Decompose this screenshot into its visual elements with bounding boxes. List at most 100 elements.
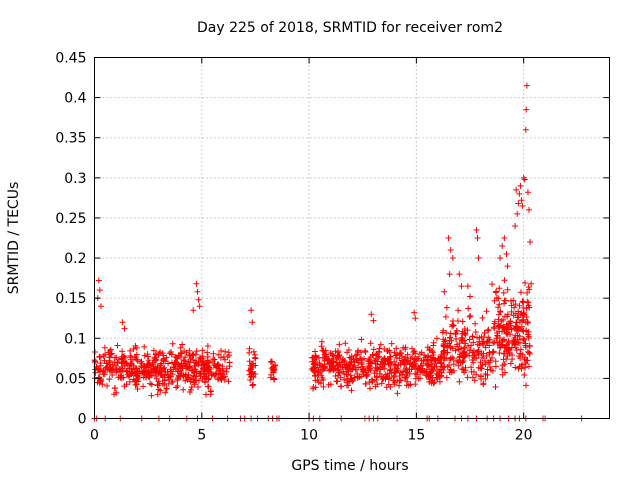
x-tick-labels: 0 5 10 15 20: [90, 428, 533, 444]
data-point: [268, 371, 275, 378]
data-point: [249, 382, 256, 389]
data-point: [311, 365, 318, 372]
data-point: [325, 356, 332, 363]
data-point: [377, 366, 384, 373]
data-point: [441, 355, 448, 362]
data-point: [523, 106, 530, 113]
data-point: [104, 382, 111, 389]
data-point: [349, 376, 356, 383]
data-point: [163, 385, 170, 392]
data-point: [373, 351, 380, 358]
data-point: [390, 373, 397, 380]
data-point: [517, 182, 524, 189]
data-point: [509, 340, 516, 347]
data-point: [397, 377, 404, 384]
data-point: [524, 289, 531, 296]
data-point: [127, 361, 134, 368]
data-point: [504, 313, 511, 320]
data-point: [526, 350, 533, 357]
data-point: [136, 368, 143, 375]
data-point: [466, 336, 473, 343]
data-point: [169, 378, 176, 385]
data-point: [114, 367, 121, 374]
data-point: [312, 384, 319, 391]
data-point: [470, 359, 477, 366]
data-point: [460, 357, 467, 364]
data-point: [517, 289, 524, 296]
data-point: [367, 385, 374, 392]
data-point: [524, 189, 531, 196]
data-point: [473, 371, 480, 378]
data-point: [411, 309, 418, 316]
data-point: [443, 304, 450, 311]
data-point: [515, 365, 522, 372]
data-point: [409, 345, 416, 352]
data-point: [109, 372, 116, 379]
data-point: [384, 347, 391, 354]
data-point: [391, 365, 398, 372]
x-tick-label: 15: [407, 428, 425, 444]
data-point: [97, 353, 104, 360]
data-point: [199, 347, 206, 354]
data-point: [204, 383, 211, 390]
data-point: [454, 317, 461, 324]
data-point: [424, 352, 431, 359]
data-point: [514, 210, 521, 217]
data-point: [454, 357, 461, 364]
y-tick-label: 0: [78, 412, 87, 428]
data-point: [119, 359, 126, 366]
data-point: [459, 350, 466, 357]
data-point: [320, 364, 327, 371]
y-tick-label: 0.25: [55, 211, 86, 227]
data-point: [160, 366, 167, 373]
data-point: [508, 326, 515, 333]
data-point: [458, 283, 465, 290]
data-point: [460, 366, 467, 373]
data-point: [154, 362, 161, 369]
data-point: [459, 336, 466, 343]
data-point: [368, 311, 375, 318]
data-point: [94, 379, 101, 386]
data-point: [354, 373, 361, 380]
data-point: [519, 317, 526, 324]
data-point: [97, 362, 104, 369]
data-point: [473, 226, 480, 233]
data-point: [521, 371, 528, 378]
data-point: [250, 348, 257, 355]
data-point: [168, 368, 175, 375]
data-point: [194, 288, 201, 295]
data-point: [119, 319, 126, 326]
data-point: [518, 197, 525, 204]
data-point: [140, 383, 147, 390]
data-point: [482, 361, 489, 368]
data-point: [399, 371, 406, 378]
data-point: [510, 297, 517, 304]
data-point: [378, 380, 385, 387]
data-point: [391, 372, 398, 379]
data-point: [210, 358, 217, 365]
data-point: [401, 375, 408, 382]
data-point: [315, 379, 322, 386]
data-point: [433, 335, 440, 342]
data-point: [145, 364, 152, 371]
data-point: [518, 363, 525, 370]
data-point: [120, 358, 127, 365]
data-point: [484, 327, 491, 334]
data-point: [448, 337, 455, 344]
data-point: [113, 389, 120, 396]
data-point: [113, 362, 120, 369]
data-point: [521, 176, 528, 183]
data-point: [315, 371, 322, 378]
data-point: [318, 343, 325, 350]
data-point: [474, 235, 481, 241]
data-point: [501, 361, 508, 368]
data-point: [358, 361, 365, 368]
data-point: [318, 338, 325, 345]
data-point: [404, 351, 411, 358]
data-point: [500, 356, 507, 363]
data-point: [364, 364, 371, 371]
data-point: [525, 363, 532, 370]
data-point: [464, 283, 471, 290]
data-point: [340, 358, 347, 365]
data-point: [428, 380, 435, 387]
